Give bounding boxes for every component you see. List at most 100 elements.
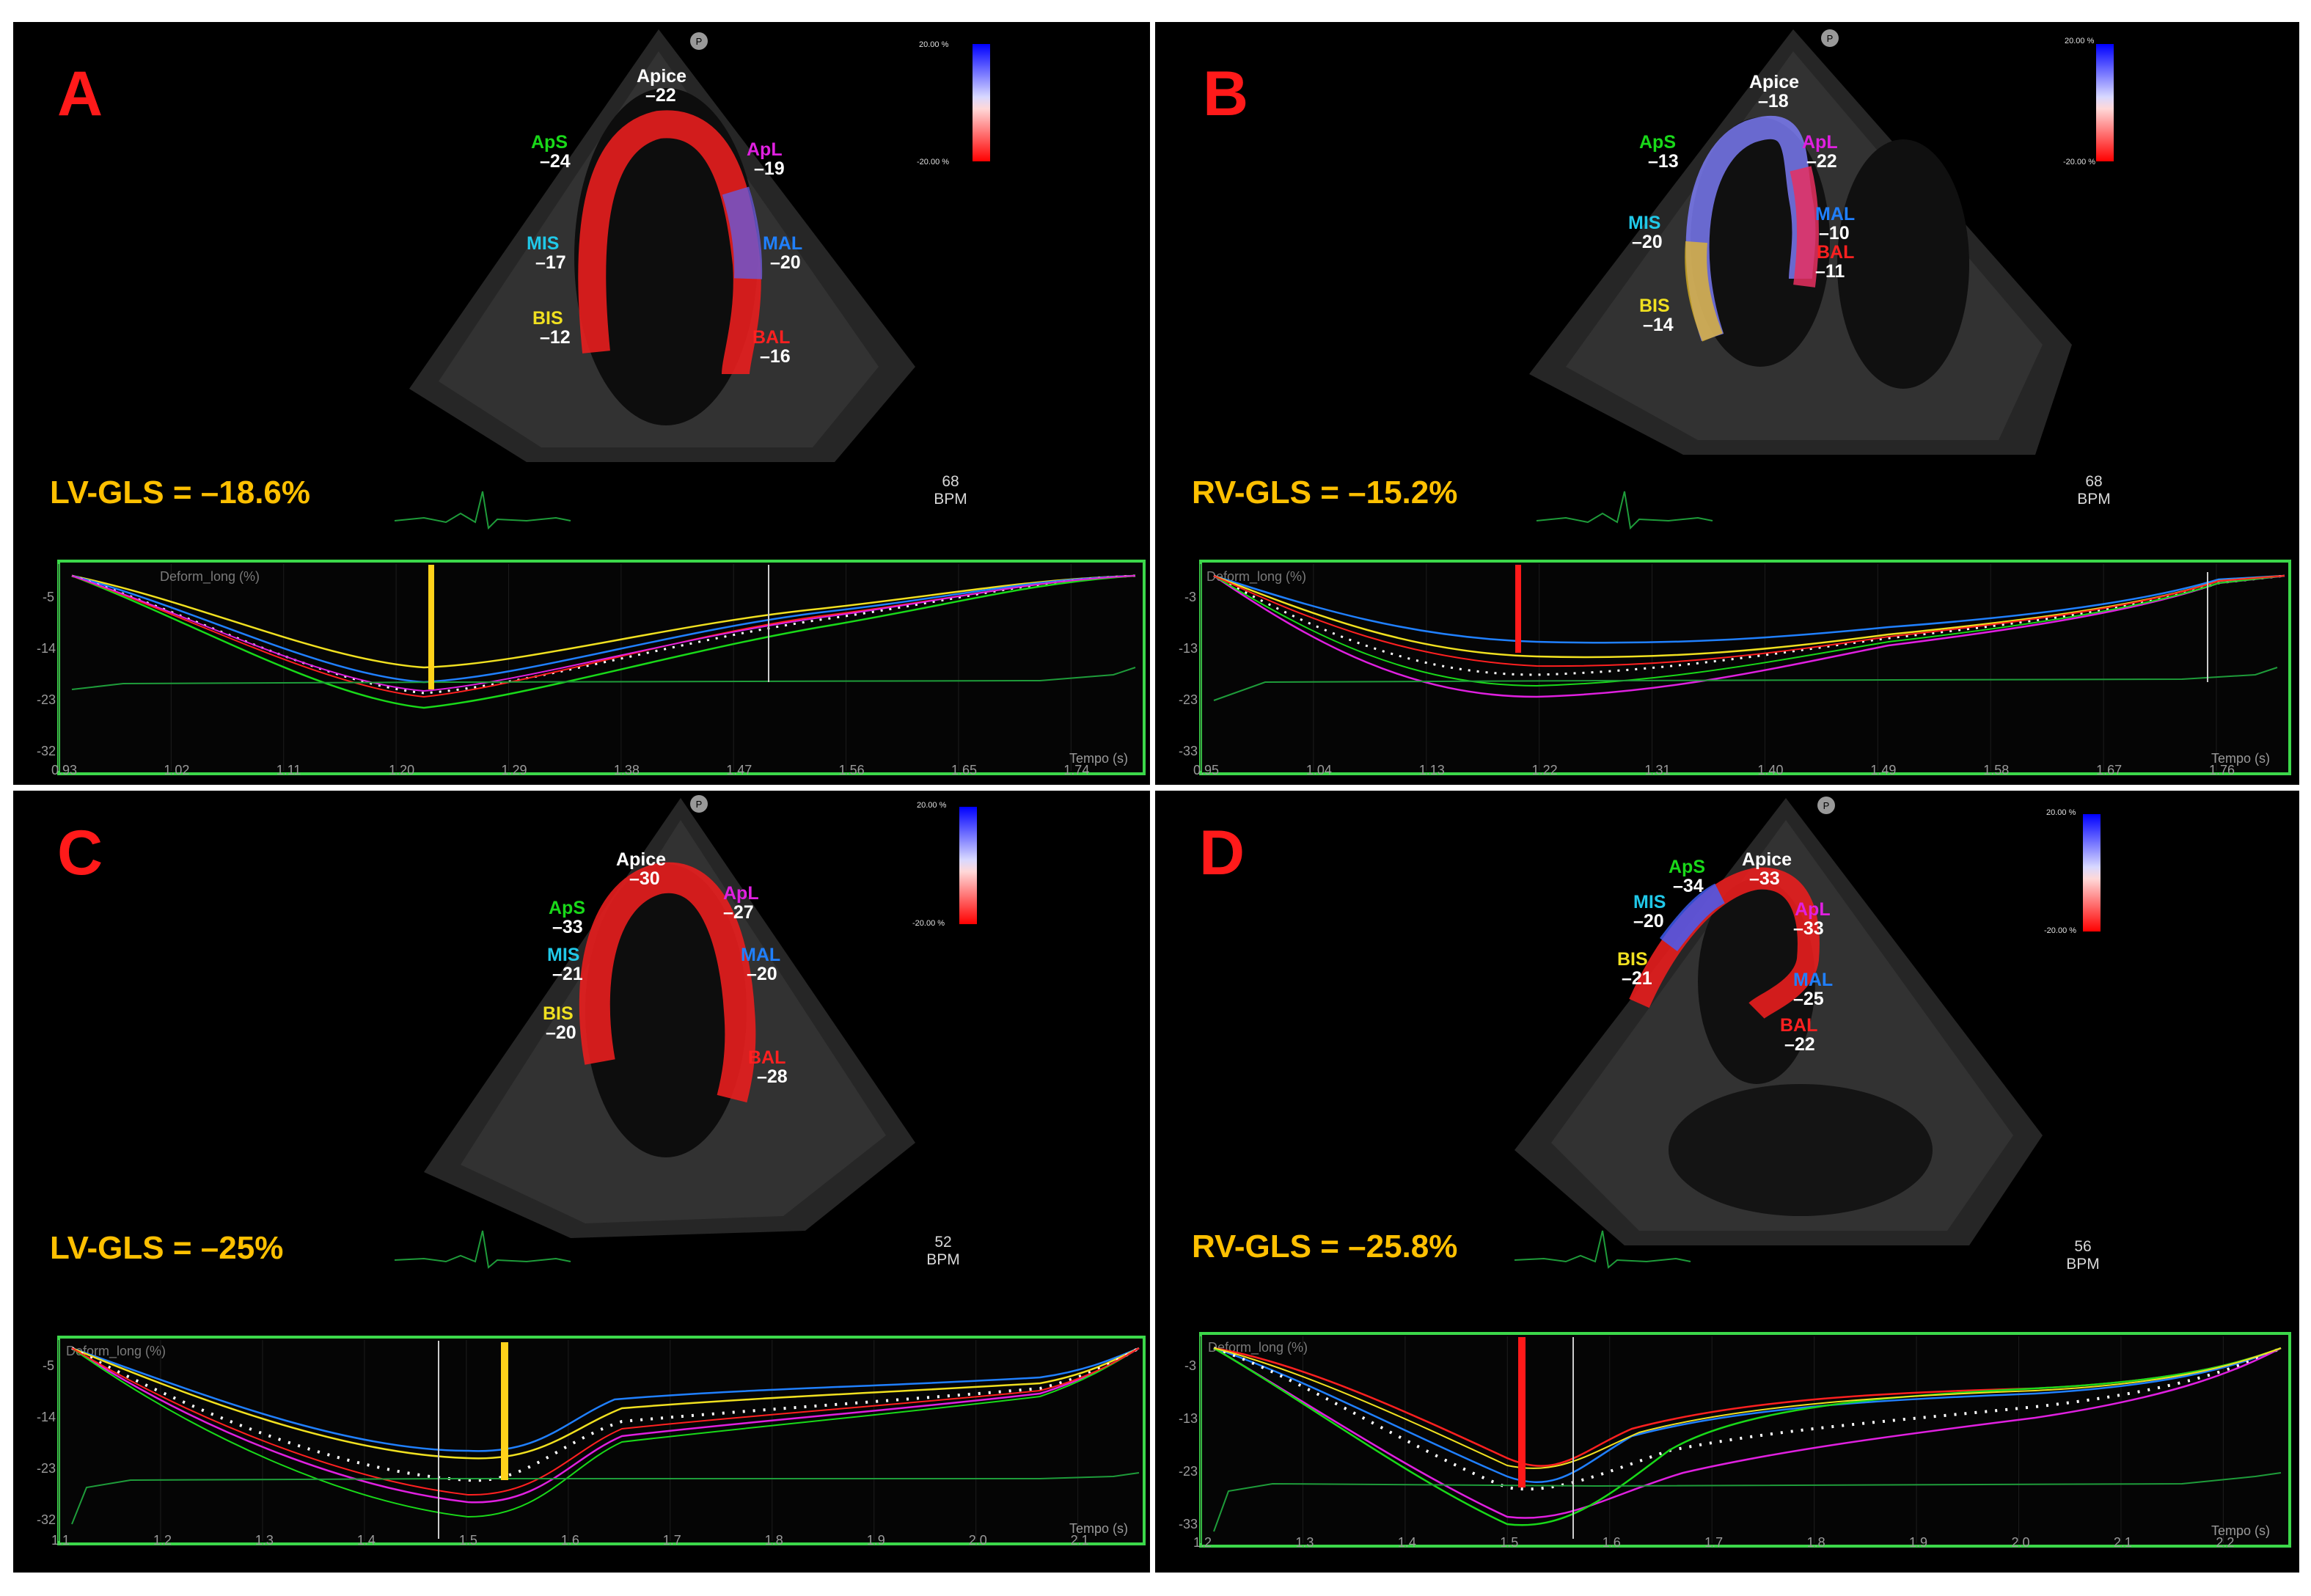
curve	[1213, 575, 2285, 687]
panel-letter: C	[57, 818, 103, 888]
x-tick: 1.8	[765, 1533, 783, 1548]
x-tick: 1.65	[951, 763, 977, 777]
segment-value: –16	[760, 346, 791, 367]
segment-value: –10	[1819, 223, 1850, 244]
x-tick: 1.56	[839, 763, 865, 777]
segment-name: MIS	[527, 233, 559, 254]
segment-value: –27	[723, 902, 754, 923]
y-tick: -33	[1179, 1517, 1198, 1531]
x-tick: 2.2	[2216, 1535, 2234, 1550]
panel-d: P Apice –33 ApS –34 MIS –20 ApL –33 BIS …	[1155, 791, 2299, 1573]
graph-title: Deform_long (%)	[1206, 569, 1306, 585]
segment-value: –13	[1648, 151, 1679, 172]
y-tick: -3	[1184, 590, 1196, 604]
curve	[71, 1347, 1140, 1482]
segment-name: BIS	[543, 1003, 574, 1024]
segment-value: –28	[757, 1066, 788, 1087]
scale-top-label: 20.00 %	[917, 801, 947, 810]
scale-bottom-label: -20.00 %	[2044, 926, 2077, 935]
color-scale	[2096, 44, 2114, 161]
x-tick: 1.22	[1532, 763, 1558, 777]
x-tick: 1.9	[867, 1533, 885, 1548]
segment-name: Apice	[616, 849, 666, 870]
heart-rate: 52 BPM	[914, 1234, 973, 1269]
curve	[71, 1347, 1140, 1496]
x-tick: 1.20	[389, 763, 414, 777]
segment-name: BAL	[1817, 242, 1854, 263]
curve	[1213, 1347, 2282, 1491]
panel-d-canvas: P Apice –33 ApS –34 MIS –20 ApL –33 BIS …	[1179, 797, 2291, 1550]
panel-a: P Apice –22 ApS –24 ApL –19 MIS –17 MAL …	[13, 22, 1150, 785]
heart-rate: 68 BPM	[921, 473, 980, 508]
ecg-baseline	[1213, 1472, 2282, 1532]
x-tick: 1.2	[153, 1533, 172, 1548]
x-tick: 1.40	[1757, 763, 1783, 777]
graph-frame	[57, 1336, 1146, 1545]
x-tick: 1.2	[1193, 1535, 1212, 1550]
segment-value: –20	[1632, 232, 1663, 252]
segment-name: MAL	[741, 945, 780, 965]
lv-cavity	[1669, 1084, 1933, 1216]
segment-value: –17	[535, 252, 566, 273]
curve	[1213, 1347, 2282, 1519]
p-marker-icon	[690, 32, 708, 50]
x-tick: 1.7	[663, 1533, 681, 1548]
segment-value: –19	[754, 158, 785, 179]
x-tick: 1.8	[1807, 1535, 1825, 1550]
segment-name: MIS	[1628, 213, 1660, 233]
segment-name: ApS	[531, 132, 568, 153]
ecg-trace	[394, 491, 571, 530]
color-scale-blue	[973, 44, 990, 161]
curve	[71, 574, 1136, 669]
x-tick: 1.11	[276, 763, 301, 777]
segment-name: Apice	[1749, 72, 1799, 92]
lv-cavity	[1837, 139, 1969, 389]
x-tick: 1.29	[501, 763, 527, 777]
strain-trace	[579, 862, 756, 1103]
color-scale	[959, 807, 977, 924]
x-tick: 2.0	[2011, 1535, 2029, 1550]
x-tick: 1.13	[1419, 763, 1445, 777]
heart-rate-unit: BPM	[2077, 491, 2111, 508]
x-tick: 2.1	[2114, 1535, 2132, 1550]
curve	[71, 1347, 1140, 1504]
x-tick: 2.1	[1071, 1533, 1089, 1548]
curve	[71, 1347, 1140, 1460]
strain-trace-blue	[1660, 883, 1726, 952]
gls-value: LV-GLS = –25%	[50, 1230, 284, 1266]
curve	[71, 1347, 1140, 1518]
segment-value: –12	[540, 327, 571, 348]
x-tick: 1.6	[561, 1533, 579, 1548]
y-tick: -23	[1179, 692, 1198, 707]
color-scale	[2083, 814, 2101, 931]
heart-rate: 56 BPM	[2054, 1238, 2112, 1273]
curve	[71, 1347, 1140, 1452]
segment-name: BIS	[532, 308, 563, 329]
strain-trace-yellow	[1685, 241, 1723, 342]
x-unit: Tempo (s)	[2211, 751, 2270, 766]
x-tick: 2.0	[969, 1533, 987, 1548]
segment-value: –33	[552, 917, 583, 937]
ecg-trace	[1514, 1230, 1691, 1269]
segment-name: BIS	[1617, 949, 1648, 970]
segment-value: –20	[770, 252, 801, 273]
x-tick: 1.3	[255, 1533, 274, 1548]
x-tick: 1.5	[459, 1533, 477, 1548]
y-tick: -23	[1179, 1464, 1198, 1479]
segment-value: –21	[552, 964, 583, 984]
heart-rate: 68 BPM	[2065, 473, 2123, 508]
x-tick: 1.58	[1983, 763, 2009, 777]
curve	[1213, 1347, 2282, 1526]
curve	[1213, 574, 2285, 644]
segment-name: MIS	[547, 945, 579, 965]
scale-bottom-label: -20.00 %	[917, 158, 950, 166]
segment-value: –22	[1806, 151, 1837, 172]
strain-trace	[578, 110, 761, 376]
x-tick: 1.38	[614, 763, 640, 777]
p-marker-icon	[690, 795, 708, 813]
ecg-baseline	[71, 1472, 1140, 1525]
rv-cavity	[1698, 879, 1815, 1084]
segment-name: ApS	[1669, 857, 1705, 877]
ecg-trace	[394, 1230, 571, 1269]
x-tick: 0.93	[51, 763, 77, 777]
